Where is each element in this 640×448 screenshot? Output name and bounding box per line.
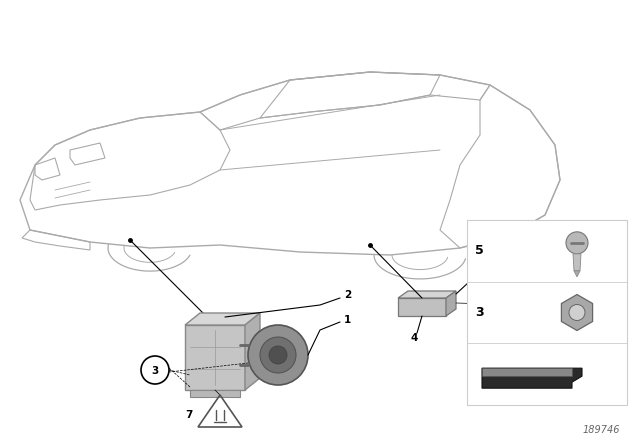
Polygon shape	[446, 291, 456, 316]
Polygon shape	[398, 291, 456, 298]
Polygon shape	[185, 313, 260, 325]
Polygon shape	[561, 294, 593, 331]
Polygon shape	[190, 390, 240, 397]
Text: 189746: 189746	[582, 425, 620, 435]
Polygon shape	[482, 368, 572, 376]
Polygon shape	[467, 220, 627, 405]
Text: 3: 3	[152, 366, 159, 376]
Text: 3: 3	[475, 306, 483, 319]
Text: 5: 5	[478, 254, 486, 264]
Text: 7: 7	[186, 410, 193, 420]
Text: 4: 4	[410, 333, 418, 343]
Text: 1: 1	[344, 315, 351, 325]
Text: 6: 6	[528, 300, 535, 310]
Circle shape	[470, 246, 494, 270]
Polygon shape	[185, 325, 245, 390]
Circle shape	[269, 346, 287, 364]
Polygon shape	[245, 313, 260, 390]
Circle shape	[569, 305, 585, 320]
Text: 2: 2	[344, 290, 351, 300]
Polygon shape	[398, 298, 446, 316]
Circle shape	[566, 232, 588, 254]
Text: 5: 5	[475, 244, 483, 257]
Circle shape	[141, 356, 169, 384]
Polygon shape	[574, 271, 580, 277]
Polygon shape	[482, 368, 582, 388]
Polygon shape	[573, 254, 581, 271]
Circle shape	[260, 337, 296, 373]
Circle shape	[248, 325, 308, 385]
